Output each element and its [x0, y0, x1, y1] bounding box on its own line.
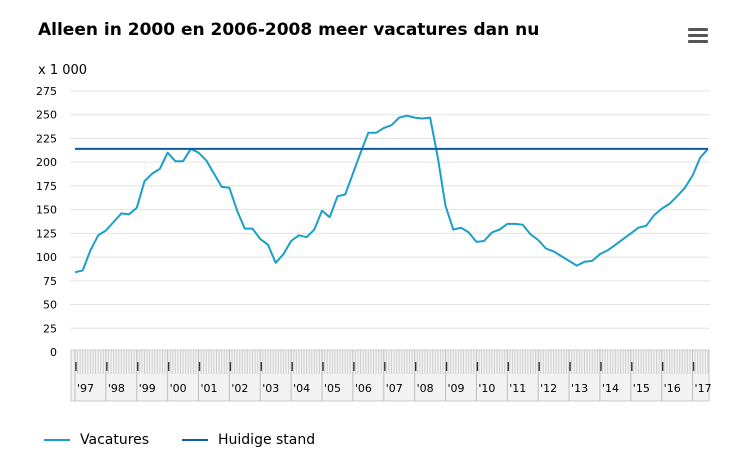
legend-label-huidige-stand: Huidige stand — [218, 432, 316, 448]
legend-item-huidige-stand[interactable]: Huidige stand — [182, 432, 315, 448]
x-tick-label: '02 — [231, 382, 248, 395]
y-tick-label: 275 — [36, 85, 57, 98]
y-tick-label: 225 — [36, 132, 57, 145]
legend-swatch-vacatures — [44, 439, 70, 441]
x-tick-label: '00 — [170, 382, 187, 395]
y-tick-label: 150 — [36, 204, 57, 217]
x-tick-label: '09 — [448, 382, 465, 395]
y-tick-label: 200 — [36, 156, 57, 169]
x-tick-label: '05 — [324, 382, 341, 395]
x-tick-label: '07 — [386, 382, 403, 395]
y-tick-label: 25 — [43, 322, 57, 335]
x-tick-label: '13 — [571, 382, 588, 395]
x-tick-label: '16 — [664, 382, 681, 395]
y-tick-label: 50 — [43, 299, 57, 312]
x-tick-label: '01 — [201, 382, 218, 395]
y-tick-label: 0 — [50, 346, 57, 359]
legend-item-vacatures[interactable]: Vacatures — [44, 432, 149, 448]
x-tick-label: '98 — [108, 382, 125, 395]
x-tick-label: '15 — [633, 382, 650, 395]
series-line-vacatures — [74, 114, 709, 274]
hamburger-menu-icon[interactable] — [688, 28, 708, 46]
x-tick-label: '99 — [139, 382, 156, 395]
y-tick-label: 125 — [36, 227, 57, 240]
y-tick-label: 250 — [36, 109, 57, 122]
x-tick-label: '06 — [355, 382, 372, 395]
x-tick-label: '08 — [417, 382, 434, 395]
y-tick-label: 100 — [36, 251, 57, 264]
x-tick-label: '03 — [262, 382, 279, 395]
chart-title: Alleen in 2000 en 2006-2008 meer vacatur… — [38, 20, 540, 40]
legend-swatch-huidige-stand — [182, 439, 208, 441]
x-tick-label: '17 — [695, 382, 712, 395]
x-tick-label: '04 — [293, 382, 310, 395]
y-tick-label: 175 — [36, 180, 57, 193]
y-axis-unit-label: x 1 000 — [38, 63, 88, 78]
x-tick-label: '12 — [540, 382, 557, 395]
y-tick-label: 75 — [43, 275, 57, 288]
x-tick-label: '10 — [478, 382, 495, 395]
x-tick-label: '97 — [77, 382, 94, 395]
x-tick-label: '11 — [509, 382, 526, 395]
x-tick-label: '14 — [602, 382, 619, 395]
legend-label-vacatures: Vacatures — [80, 432, 150, 448]
